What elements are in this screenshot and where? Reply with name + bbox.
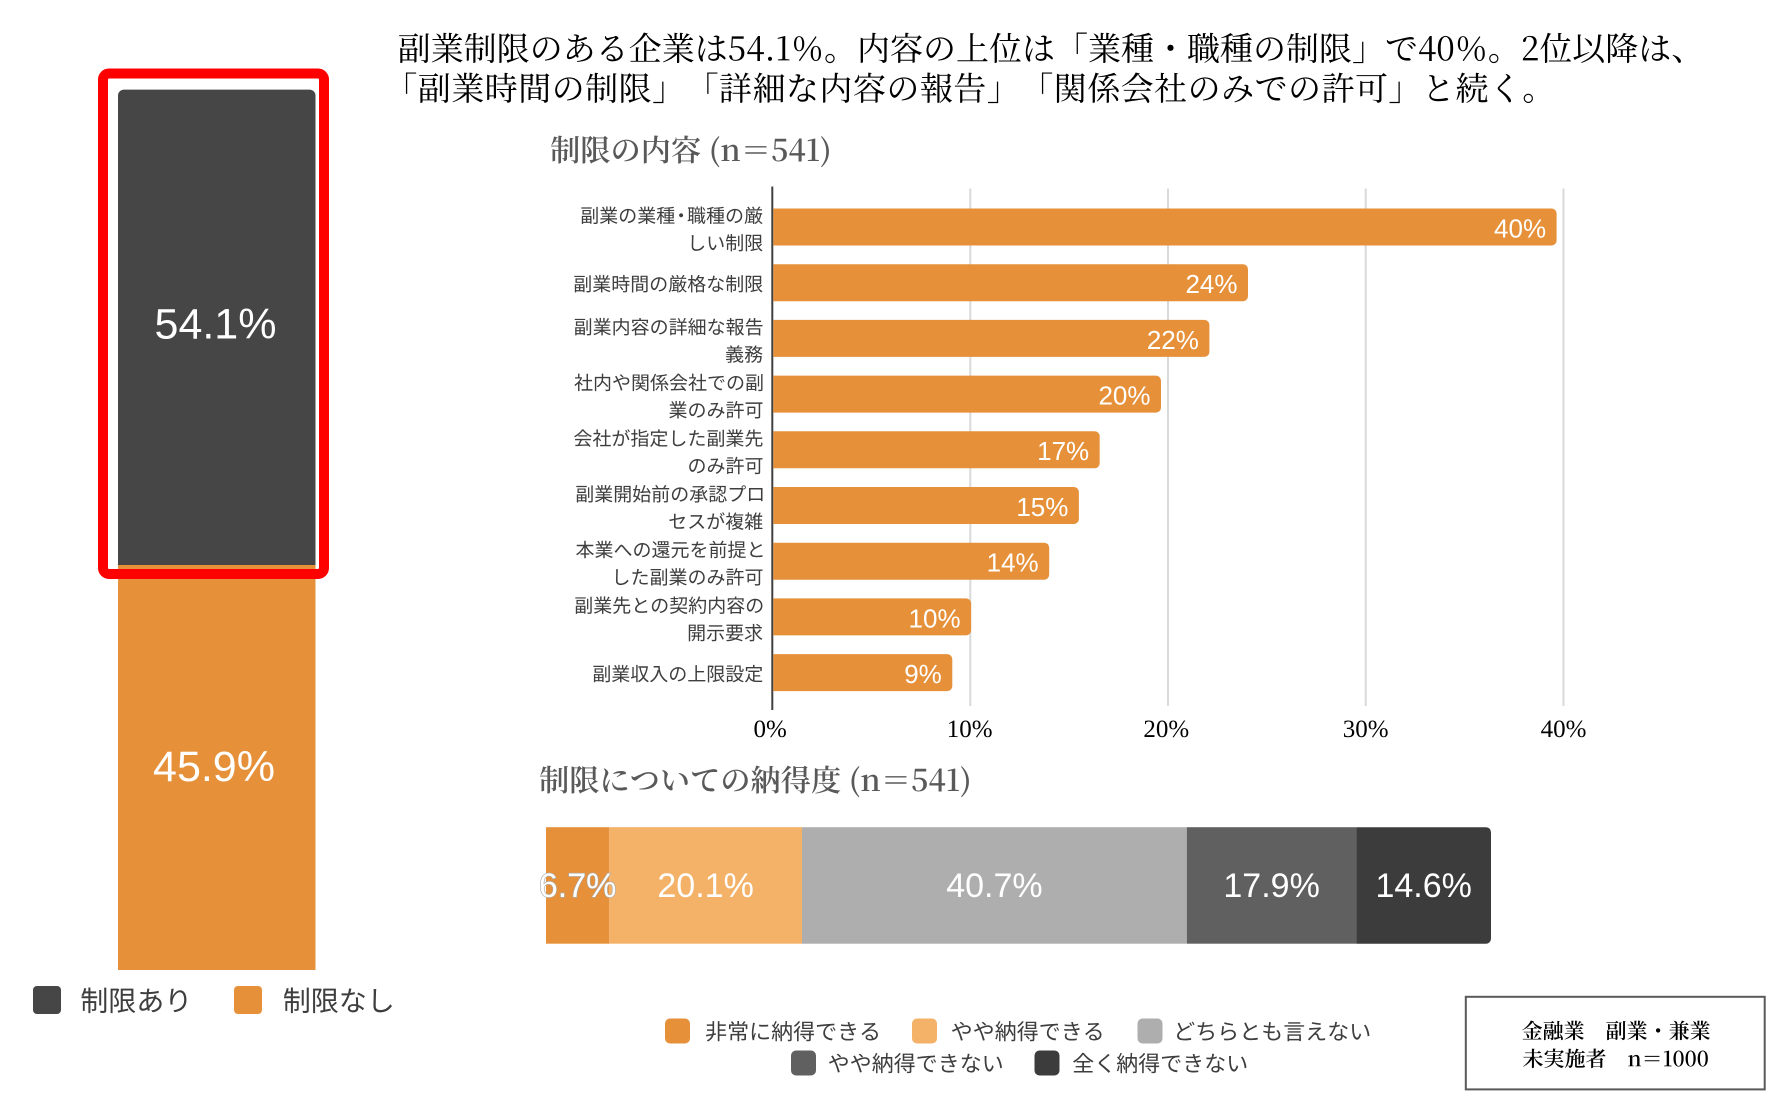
svg-text:20%: 20% xyxy=(1098,381,1150,411)
svg-text:30%: 30% xyxy=(1343,716,1389,743)
svg-text:45.9%: 45.9% xyxy=(153,743,275,791)
svg-text:6.7%: 6.7% xyxy=(539,867,617,905)
svg-text:17%: 17% xyxy=(1037,436,1089,466)
svg-text:17.9%: 17.9% xyxy=(1223,867,1319,905)
svg-text:20.1%: 20.1% xyxy=(657,867,753,905)
svg-text:22%: 22% xyxy=(1147,325,1199,355)
svg-text:14.6%: 14.6% xyxy=(1375,867,1471,905)
svg-text:14%: 14% xyxy=(987,548,1039,578)
svg-text:9%: 9% xyxy=(904,659,942,689)
svg-text:15%: 15% xyxy=(1016,492,1068,522)
svg-text:10%: 10% xyxy=(947,716,993,743)
svg-text:40%: 40% xyxy=(1541,716,1587,743)
svg-text:40.7%: 40.7% xyxy=(946,867,1042,905)
svg-text:10%: 10% xyxy=(909,603,961,633)
svg-text:20%: 20% xyxy=(1143,716,1189,743)
svg-text:24%: 24% xyxy=(1185,269,1237,299)
svg-text:40%: 40% xyxy=(1494,213,1546,243)
svg-text:0%: 0% xyxy=(754,716,787,743)
svg-text:54.1%: 54.1% xyxy=(155,300,277,348)
